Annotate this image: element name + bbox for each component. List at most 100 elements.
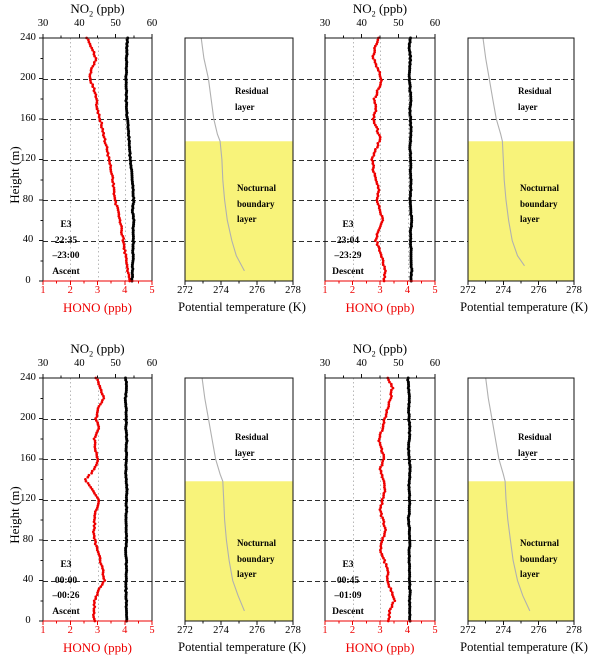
no2-axis-title-sub: 2 (89, 349, 94, 359)
flight-annotation-line: 23:04 (336, 235, 360, 246)
height-tick-label: 240 (20, 31, 36, 43)
flight-annotation-line: E3 (342, 560, 354, 570)
flight-annotation-line: –23:29 (334, 251, 362, 261)
hono-tick-label: 4 (404, 285, 411, 296)
theta-profile-line (482, 37, 525, 267)
nocturnal-layer-label-line: boundary (520, 198, 558, 209)
hono-axis-title: HONO (ppb) (63, 640, 132, 655)
hono-axis-title: HONO (ppb) (345, 300, 415, 315)
no2-axis-title-rest: (ppb) (93, 341, 125, 356)
no2-axis-title-rest: (ppb) (375, 1, 408, 16)
no2-tick-label: 60 (429, 358, 441, 369)
nocturnal-boundary-layer-fill (468, 141, 574, 281)
hono-axis-title: HONO (ppb) (345, 640, 415, 655)
no2-tick-label: 30 (37, 18, 49, 29)
theta-axis-title: Potential temperature (K) (178, 300, 306, 314)
theta-profile-line (485, 377, 531, 612)
flight-annotation-line: –01:09 (334, 591, 362, 601)
hono-series (370, 36, 387, 283)
nocturnal-boundary-layer-fill (185, 141, 293, 281)
residual-layer-label-line: Residual (235, 432, 269, 442)
theta-axis-title: Potential temperature (K) (178, 640, 306, 654)
no2-tick-label: 30 (37, 358, 49, 369)
hono-series (84, 376, 107, 623)
residual-layer-label: Residual layer (235, 430, 269, 461)
hono-tick-label: 1 (322, 285, 328, 296)
hono-tick-label: 4 (122, 285, 128, 296)
height-axis-title: Height (m) (7, 145, 22, 204)
flight-annotation-bottom-right: E3 00:45 –01:09 Descent (325, 558, 371, 620)
no2-axis-title-sub: 2 (371, 9, 376, 19)
hono-tick-label: 2 (349, 285, 356, 296)
no2-series (123, 376, 129, 623)
hono-tick-label: 5 (432, 625, 438, 636)
residual-layer-label-line: layer (518, 101, 538, 112)
flight-annotation-line: E3 (60, 560, 72, 570)
height-tick-label: 80 (22, 533, 34, 545)
no2-tick-label: 40 (74, 358, 85, 369)
no2-axis-title-rest: (ppb) (375, 341, 408, 356)
hono-tick-label: 3 (94, 285, 101, 296)
flight-annotation-line: E3 (342, 220, 354, 230)
hono-tick-label: 3 (94, 625, 101, 636)
theta-tick-label: 274 (495, 625, 512, 636)
height-tick-label: 200 (20, 412, 36, 423)
nocturnal-layer-label-line: layer (237, 569, 257, 579)
axis-ticks (324, 374, 575, 625)
height-tick-label: 200 (20, 72, 36, 83)
flight-annotation-line: Ascent (52, 266, 80, 277)
height-tick-label: 40 (22, 234, 34, 245)
height-tick-label: 80 (22, 193, 34, 205)
no2-axis-title-sub: 2 (371, 349, 376, 359)
hono-tick-label: 1 (322, 625, 328, 636)
flight-annotation-line: 00:45 (336, 575, 360, 586)
hono-tick-label: 4 (122, 625, 128, 636)
hono-axis-title: HONO (ppb) (63, 300, 132, 315)
flight-annotation-line: Ascent (52, 606, 80, 617)
nocturnal-layer-label-line: layer (237, 214, 257, 224)
residual-layer-label-line: Residual (235, 86, 269, 96)
height-tick-label: 0 (25, 614, 31, 626)
hono-tick-label: 1 (40, 625, 46, 636)
height-tick-label: 120 (20, 493, 36, 504)
theta-tick-label: 276 (249, 285, 265, 296)
no2-series (124, 36, 136, 283)
residual-layer-label-line: Residual (518, 432, 552, 442)
nocturnal-layer-label-line: layer (520, 214, 540, 224)
height-tick-label: 40 (22, 574, 34, 585)
flight-annotation-line: E3 (60, 220, 72, 230)
theta-profile-line (200, 37, 245, 272)
hono-tick-label: 5 (432, 285, 438, 296)
residual-layer-label-line: layer (518, 447, 538, 458)
nocturnal-boundary-layer-label: Nocturnal boundary layer (520, 536, 559, 583)
nocturnal-boundary-layer-fill (468, 481, 574, 621)
no2-axis-title: NO2 (ppb) (70, 341, 124, 359)
flight-annotation-line: Descent (332, 606, 364, 617)
no2-axis-title: NO2 (ppb) (353, 341, 407, 359)
hono-tick-label: 1 (40, 285, 46, 296)
residual-layer-label: Residual layer (518, 84, 552, 115)
theta-tick-label: 272 (177, 285, 193, 296)
no2-tick-label: 40 (74, 18, 85, 29)
flight-annotation-line: 22:35 (54, 235, 78, 246)
no2-tick-label: 40 (356, 18, 367, 29)
no2-tick-label: 50 (110, 18, 121, 29)
axis-ticks (39, 374, 294, 625)
nocturnal-boundary-layer-label: Nocturnal boundary layer (237, 181, 276, 228)
no2-tick-label: 30 (319, 358, 331, 369)
hono-series (85, 36, 132, 283)
theta-tick-label: 278 (285, 625, 301, 636)
residual-layer-label-line: layer (235, 447, 255, 458)
panel-top-right (324, 34, 575, 285)
panel-bottom-left (39, 374, 294, 625)
nocturnal-boundary-layer-label: Nocturnal boundary layer (520, 181, 559, 228)
nocturnal-layer-label-line: layer (520, 569, 540, 579)
hono-tick-label: 5 (149, 625, 155, 636)
theta-tick-label: 272 (460, 285, 476, 296)
theta-tick-label: 274 (213, 625, 229, 636)
theta-tick-label: 272 (177, 625, 193, 636)
residual-layer-label: Residual layer (235, 84, 269, 115)
hono-tick-label: 2 (349, 625, 356, 636)
nocturnal-layer-label-line: boundary (237, 198, 275, 209)
